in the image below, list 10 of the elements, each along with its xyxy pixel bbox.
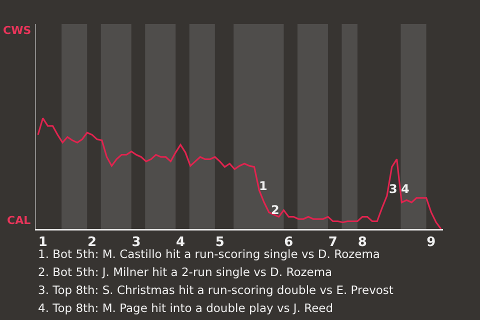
text: 3. Top 8th: S. Christmas hit a run-scoring double vs E. Prevost: [38, 283, 394, 297]
x-tick-label: 9: [426, 235, 436, 250]
text: CAL: [7, 214, 31, 227]
text: CWS: [3, 24, 32, 37]
annotation: 2: [271, 203, 280, 217]
text: 2. Bot 5th: J. Milner hit a 2-run single vs D. Rozema: [38, 265, 332, 279]
annotation: 4: [401, 182, 410, 196]
annotation: 3: [389, 182, 398, 196]
text: 4. Top 8th: M. Page hit into a double play vs J. Reed: [38, 301, 334, 315]
annotation: 1: [259, 179, 268, 193]
